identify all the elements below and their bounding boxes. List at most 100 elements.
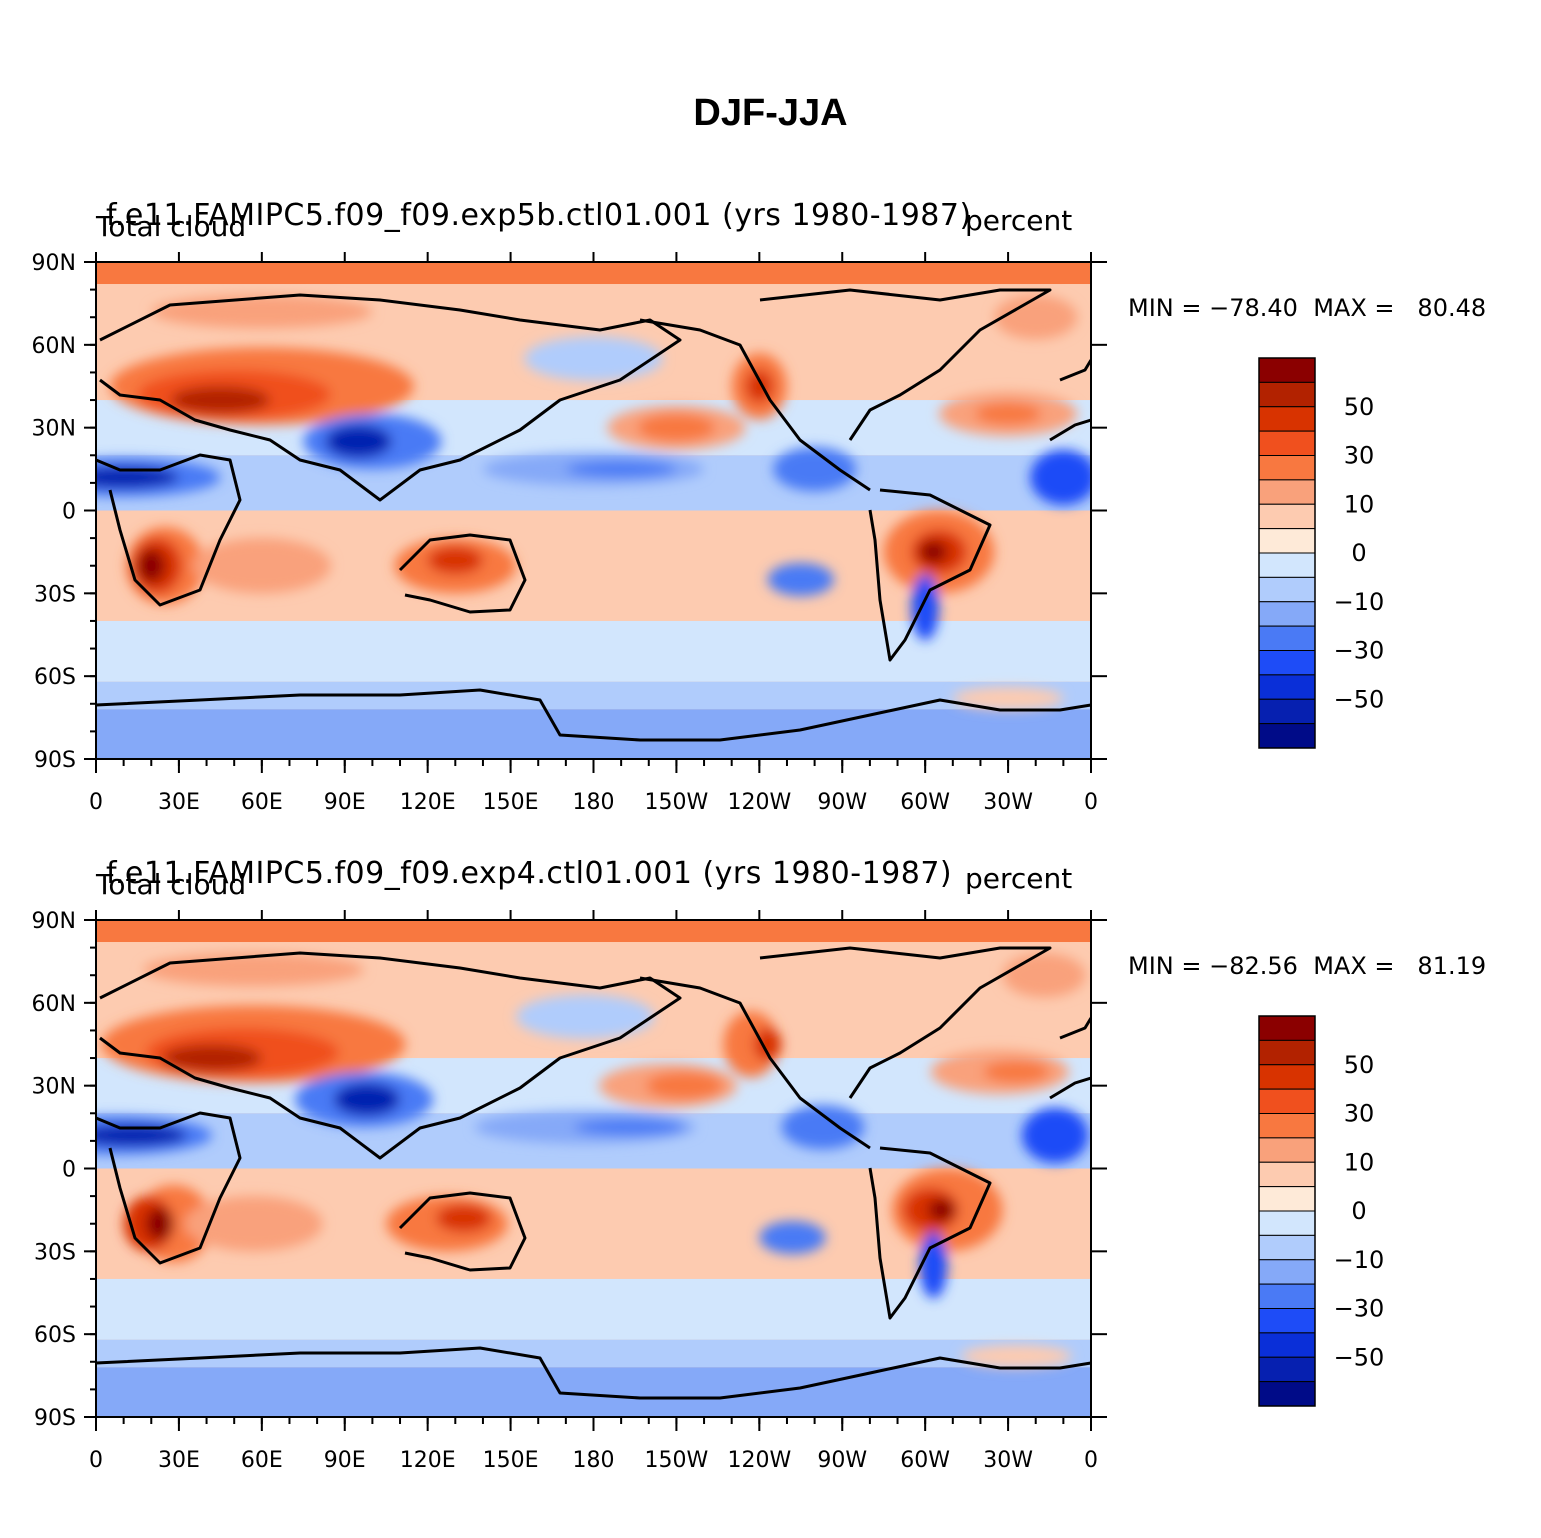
lon-tick-label: 180 — [573, 1448, 615, 1473]
contour-blob — [927, 1198, 956, 1221]
lon-tick-label: 90E — [324, 790, 366, 815]
contour-blob — [96, 1124, 188, 1147]
colorbar-label: 10 — [1344, 490, 1375, 518]
contour-blob — [516, 994, 655, 1039]
lon-tick-label: 150W — [645, 1448, 709, 1473]
colorbar-swatch — [1258, 430, 1316, 456]
contour-blob — [919, 540, 948, 563]
contour-blob — [524, 336, 663, 381]
contour-blob — [1030, 449, 1091, 505]
contour-blob — [427, 546, 483, 575]
coastline — [1049, 418, 1091, 442]
colorbar: 50 30 10 0 −10 −30 −50 — [1258, 357, 1384, 749]
contour-blob — [753, 1027, 782, 1061]
colorbar-swatch — [1258, 1210, 1316, 1236]
coastline — [96, 1111, 242, 1265]
colorbar-label: 30 — [1344, 1100, 1375, 1128]
max-label: MAX = — [1313, 294, 1395, 322]
coastlines — [96, 946, 1091, 1400]
colorbar-swatch — [1258, 625, 1316, 651]
contour-blob — [919, 1232, 948, 1299]
figure-title: DJF-JJA — [693, 92, 848, 134]
contour-blob — [781, 1104, 865, 1150]
colorbar-swatch — [1258, 1039, 1316, 1066]
colorbar-swatch — [1258, 1332, 1316, 1358]
contour-blob — [333, 1082, 401, 1117]
coastlines — [96, 288, 1091, 742]
lon-tick-label: 30E — [158, 790, 200, 815]
coastline — [96, 1346, 1091, 1400]
colorbar-swatch — [1258, 1113, 1316, 1139]
colorbar-swatch — [1258, 1015, 1316, 1041]
lon-tick-label: 180 — [573, 790, 615, 815]
case-title: f.e11.FAMIPC5.f09_f09.exp5b.ctl01.001 (y… — [106, 198, 972, 233]
min-value: −78.40 — [1209, 294, 1298, 322]
colorbar-swatch — [1258, 1161, 1316, 1188]
lat-tick-label: 60N — [32, 992, 76, 1017]
contour-blob — [983, 1060, 1050, 1083]
contour-blob — [142, 953, 365, 987]
contour-blob — [170, 386, 271, 414]
colorbar-swatch — [1258, 1308, 1316, 1334]
coastline — [639, 976, 871, 1150]
colorbar-swatch — [1258, 1137, 1316, 1163]
colorbar: 50 30 10 0 −10 −30 −50 — [1258, 1015, 1385, 1407]
lon-tick-label: 90E — [324, 1448, 366, 1473]
colorbar-swatch — [1258, 1186, 1316, 1212]
lon-tick-label: 90W — [817, 790, 867, 815]
contour-blob — [1002, 953, 1086, 998]
coastline — [1049, 1076, 1091, 1100]
axis-ticks — [84, 252, 1107, 773]
colorbar-label: −10 — [1334, 1246, 1385, 1274]
contour-blob — [961, 1345, 1072, 1368]
colorbar-label: 0 — [1351, 539, 1366, 567]
contour-blob — [773, 446, 857, 492]
colorbar-label: 30 — [1344, 442, 1375, 470]
colorbar-label: 10 — [1344, 1148, 1375, 1176]
variable-title: Total cloud — [96, 210, 247, 243]
contour-blob — [184, 1196, 323, 1252]
colorbar-label: 0 — [1351, 1197, 1366, 1225]
contour-blob — [994, 295, 1078, 340]
contour-blob — [325, 424, 392, 459]
lat-tick-label: 30S — [34, 1240, 76, 1265]
contour-blob — [162, 1044, 262, 1072]
lon-tick-label: 60W — [900, 1448, 950, 1473]
lat-tick-label: 90N — [32, 909, 76, 934]
contour-blob — [767, 562, 834, 597]
coastline — [759, 288, 1052, 441]
colorbar-swatch — [1258, 1234, 1316, 1261]
colorbar-swatch — [1258, 1088, 1316, 1114]
lat-tick-label: 60S — [34, 1323, 76, 1348]
colorbar-swatch — [1258, 650, 1316, 676]
coastline — [398, 1191, 527, 1272]
units-label: percent — [965, 204, 1073, 237]
contour-blob — [1021, 1107, 1089, 1163]
lon-tick-label: 120E — [400, 790, 456, 815]
colorbar-swatch — [1258, 674, 1316, 700]
coastline — [99, 293, 682, 502]
colorbar-swatch — [1258, 528, 1316, 554]
colorbar-swatch — [1258, 381, 1316, 408]
map-panel: 90N 60N 30N 0 30S 60S 90S 0 30E 60E 90E 120E 150E 180… — [32, 909, 1385, 1473]
map-panel: 90N 60N 30N 0 30S 60S 90S 0 30E 60E 90E 120E 150E 180… — [32, 251, 1385, 815]
contour-blob — [974, 402, 1042, 425]
colorbar-swatch — [1258, 601, 1316, 627]
colorbar-swatch — [1258, 1356, 1316, 1383]
coastline — [1059, 359, 1091, 382]
lat-tick-label: 90N — [32, 251, 76, 276]
max-value: 80.48 — [1417, 294, 1487, 322]
coastline — [398, 533, 527, 614]
colorbar-swatch — [1258, 455, 1316, 481]
contour-blob — [96, 466, 179, 489]
contour-blob — [145, 1207, 174, 1241]
lon-tick-label: 120W — [727, 790, 791, 815]
contour-blob — [723, 1011, 779, 1078]
lon-tick-label: 90W — [817, 1448, 867, 1473]
colorbar-label: −30 — [1334, 1295, 1385, 1323]
coastline — [99, 951, 682, 1160]
contour-blob — [565, 460, 677, 478]
contour-blob — [435, 1204, 492, 1233]
colorbar-swatch — [1258, 1259, 1316, 1285]
